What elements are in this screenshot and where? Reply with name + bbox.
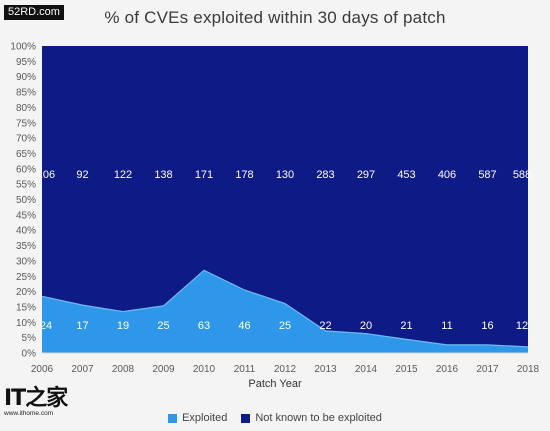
- data-label-exploited: 24: [40, 320, 52, 332]
- x-tick-label: 2017: [476, 364, 499, 375]
- x-tick-label: 2012: [274, 364, 297, 375]
- series-area-not-exploited: [42, 46, 528, 353]
- data-label-not-exploited: 138: [154, 169, 172, 181]
- x-tick-label: 2011: [234, 364, 256, 375]
- data-label-exploited: 22: [319, 320, 331, 332]
- legend-label-exploited: Exploited: [182, 412, 228, 424]
- x-tick-label: 2014: [355, 364, 378, 375]
- data-label-not-exploited: 588: [513, 169, 531, 181]
- data-label-not-exploited: 297: [357, 169, 375, 181]
- y-tick-label: 15%: [16, 302, 36, 313]
- data-label-exploited: 25: [279, 320, 291, 332]
- legend: Exploited Not known to be exploited: [0, 412, 550, 424]
- y-tick-label: 100%: [10, 42, 36, 53]
- legend-swatch-exploited: [168, 413, 178, 423]
- x-tick-label: 2010: [193, 364, 216, 375]
- logo-mark: IT之家: [4, 386, 68, 411]
- data-label-exploited: 19: [117, 320, 129, 332]
- y-tick-label: 60%: [16, 164, 36, 175]
- y-tick-label: 0%: [22, 349, 37, 360]
- ithome-logo: IT之家 www.ithome.com: [4, 380, 74, 417]
- data-label-exploited: 46: [238, 320, 250, 332]
- legend-label-not-exploited: Not known to be exploited: [255, 412, 382, 424]
- data-label-not-exploited: 106: [37, 169, 55, 181]
- y-tick-label: 50%: [16, 195, 36, 206]
- y-tick-label: 40%: [16, 226, 36, 237]
- y-tick-label: 90%: [16, 72, 36, 83]
- x-tick-label: 2008: [112, 364, 135, 375]
- data-label-not-exploited: 178: [235, 169, 253, 181]
- data-label-exploited: 63: [198, 320, 210, 332]
- data-label-exploited: 16: [481, 320, 493, 332]
- logo-url: www.ithome.com: [4, 410, 54, 417]
- series-line-exploited: [41, 269, 529, 348]
- y-tick-label: 10%: [16, 318, 36, 329]
- y-tick-label: 5%: [22, 333, 37, 344]
- x-tick-label: 2013: [314, 364, 337, 375]
- data-label-not-exploited: 406: [438, 169, 456, 181]
- x-tick-label: 2007: [71, 364, 94, 375]
- y-tick-label: 85%: [16, 88, 36, 99]
- data-label-exploited: 11: [441, 320, 452, 332]
- data-label-exploited: 21: [400, 320, 412, 332]
- y-tick-label: 65%: [16, 149, 36, 160]
- legend-item-exploited: Exploited: [168, 412, 227, 424]
- series-area-exploited: [42, 270, 528, 353]
- data-label-not-exploited: 122: [114, 169, 132, 181]
- data-label-not-exploited: 587: [478, 169, 496, 181]
- y-tick-label: 70%: [16, 134, 36, 145]
- y-tick-label: 55%: [16, 180, 36, 191]
- y-tick-label: 25%: [16, 272, 36, 283]
- data-label-not-exploited: 130: [276, 169, 294, 181]
- x-tick-label: 2016: [436, 364, 459, 375]
- y-tick-label: 30%: [16, 256, 36, 267]
- y-tick-label: 35%: [16, 241, 36, 252]
- legend-swatch-not-exploited: [241, 413, 251, 423]
- data-label-not-exploited: 92: [76, 169, 88, 181]
- x-tick-label: 2018: [517, 364, 540, 375]
- y-tick-label: 75%: [16, 118, 36, 129]
- data-label-not-exploited: 283: [316, 169, 334, 181]
- data-label-not-exploited: 453: [397, 169, 415, 181]
- data-label-not-exploited: 171: [195, 169, 213, 181]
- y-tick-label: 80%: [16, 103, 36, 114]
- data-label-exploited: 12: [516, 320, 528, 332]
- chart-title: % of CVEs exploited within 30 days of pa…: [104, 8, 446, 27]
- watermark: 52RD.com: [4, 5, 64, 20]
- y-tick-label: 45%: [16, 210, 36, 221]
- x-tick-label: 2015: [395, 364, 418, 375]
- data-label-exploited: 25: [157, 320, 169, 332]
- y-tick-label: 20%: [16, 287, 36, 298]
- x-tick-label: 2006: [31, 364, 54, 375]
- legend-item-not-exploited: Not known to be exploited: [241, 412, 382, 424]
- y-tick-label: 95%: [16, 57, 36, 68]
- x-tick-label: 2009: [152, 364, 175, 375]
- data-label-exploited: 17: [76, 320, 88, 332]
- data-label-exploited: 20: [360, 320, 372, 332]
- x-axis-title: Patch Year: [248, 378, 302, 390]
